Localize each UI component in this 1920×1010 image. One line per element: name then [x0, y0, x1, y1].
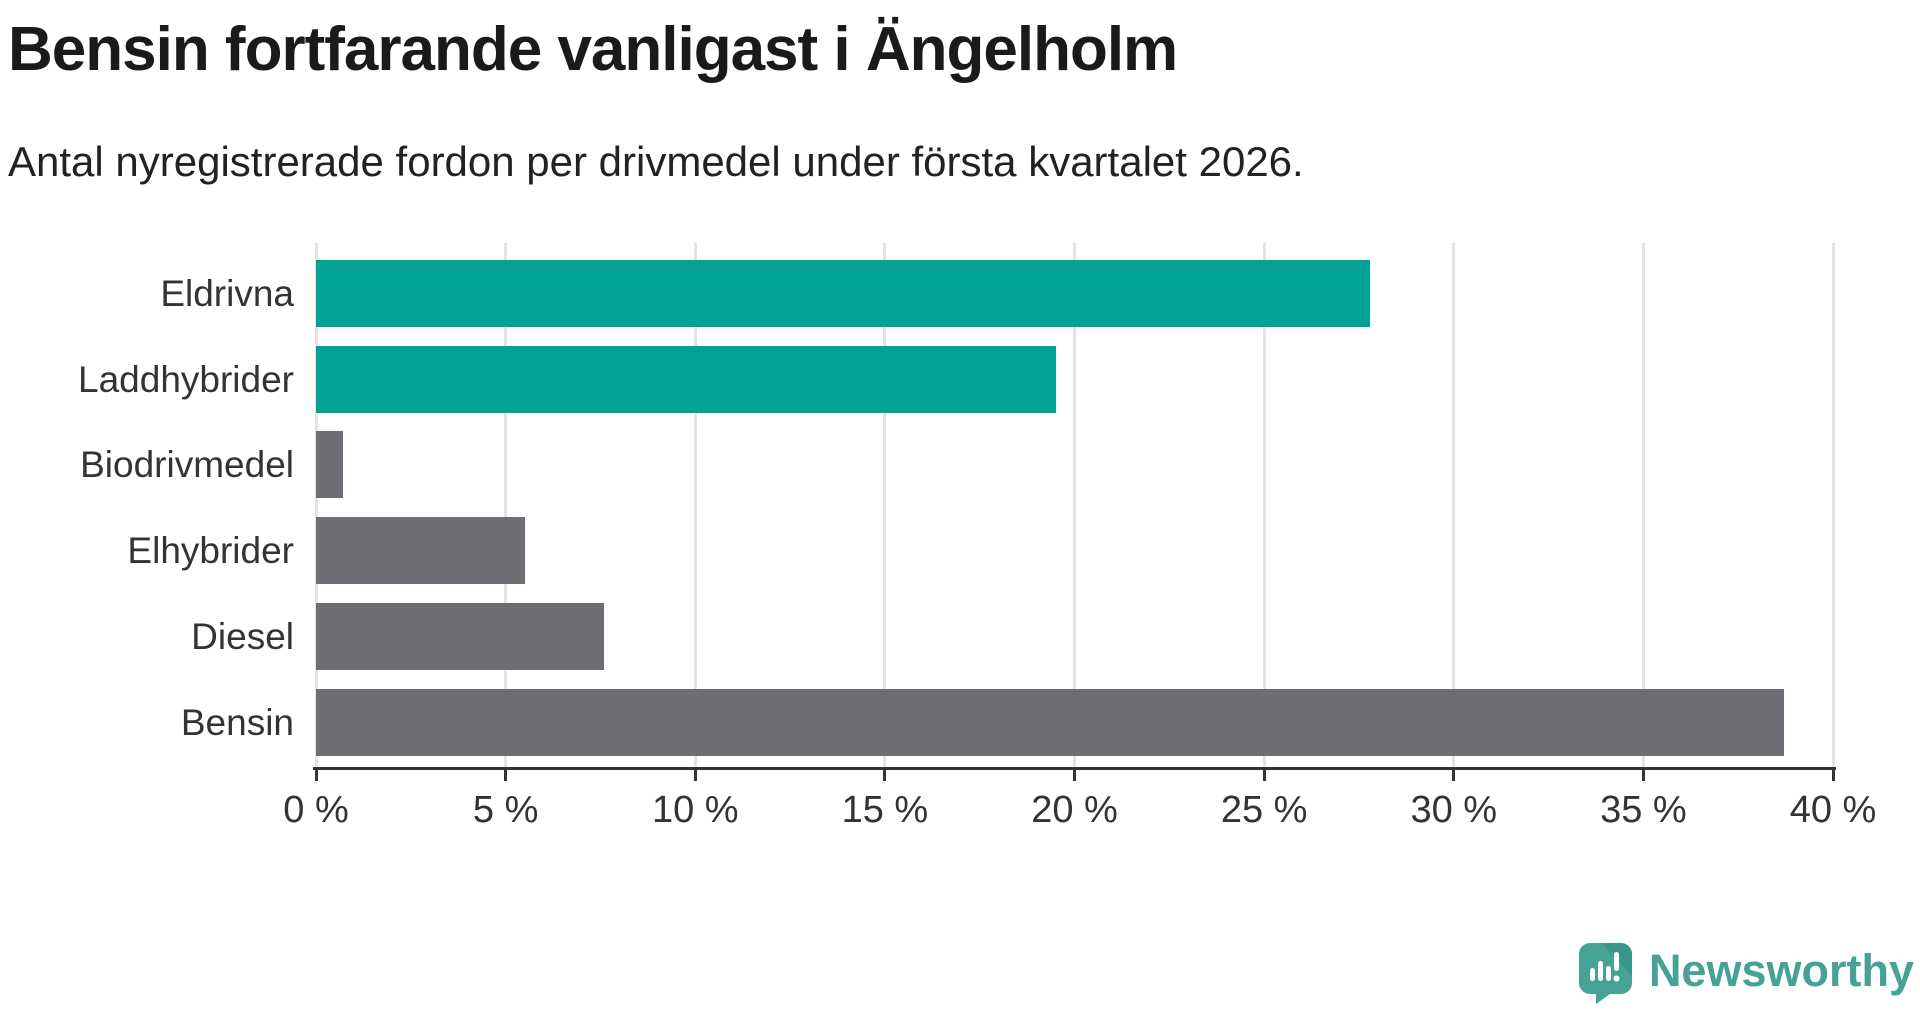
tick-mark-25	[1262, 767, 1266, 781]
bar-bensin	[316, 688, 1784, 756]
gridline-15	[883, 243, 887, 767]
tick-mark-30	[1452, 767, 1456, 781]
tick-mark-35	[1641, 767, 1645, 781]
bar-eldrivna	[316, 260, 1371, 327]
tick-label-5: 5 %	[472, 789, 539, 831]
plot-area	[314, 243, 1835, 767]
tick-mark-15	[883, 767, 887, 781]
bar-biodrivmedel	[316, 431, 343, 499]
tick-mark-0	[314, 767, 318, 781]
gridline-10	[693, 243, 697, 767]
category-label-bensin: Bensin	[180, 701, 294, 743]
category-label-biodrivmedel: Biodrivmedel	[80, 444, 294, 486]
tick-label-10: 10 %	[651, 789, 739, 831]
chart-subtitle: Antal nyregistrerade fordon per drivmede…	[8, 138, 1304, 185]
tick-label-25: 25 %	[1220, 789, 1308, 831]
category-label-elhybrider: Elhybrider	[127, 530, 294, 572]
category-label-diesel: Diesel	[191, 615, 294, 657]
tick-label-20: 20 %	[1031, 789, 1118, 831]
bar-laddhybrider	[316, 345, 1056, 413]
bar-diesel	[316, 602, 605, 670]
x-axis-ticks: 0 % 5 % 10 % 15 % 20 % 25 % 30 % 35 % 40 %	[283, 767, 1876, 847]
category-label-laddhybrider: Laddhybrider	[78, 358, 294, 400]
gridline-35	[1641, 243, 1645, 767]
tick-label-40: 40 %	[1789, 789, 1877, 831]
chart-title: Bensin fortfarande vanligast i Ängelholm	[8, 15, 1178, 84]
tick-mark-40	[1831, 767, 1835, 781]
tick-label-0: 0 %	[283, 789, 349, 831]
gridline-20	[1073, 243, 1076, 767]
tick-label-30: 30 %	[1410, 789, 1498, 831]
category-label-eldrivna: Eldrivna	[160, 273, 294, 314]
bar-elhybrider	[316, 517, 525, 585]
gridline-0	[314, 243, 318, 767]
tick-mark-20	[1073, 767, 1076, 781]
tick-label-35: 35 %	[1600, 789, 1687, 831]
gridline-25	[1262, 243, 1266, 767]
newsworthy-logo: Newsworthy	[1578, 942, 1914, 1005]
newsworthy-logo-text: Newsworthy	[1648, 945, 1914, 996]
gridline-40	[1831, 243, 1835, 767]
gridline-30	[1452, 243, 1456, 767]
newsworthy-bubble-chart-icon	[1578, 943, 1632, 1004]
tick-mark-10	[693, 767, 697, 781]
tick-mark-5	[504, 767, 508, 781]
tick-label-15: 15 %	[841, 789, 929, 831]
category-labels: Eldrivna Laddhybrider Biodrivmedel Elhybrid…	[0, 243, 294, 767]
gridline-5	[504, 243, 508, 767]
